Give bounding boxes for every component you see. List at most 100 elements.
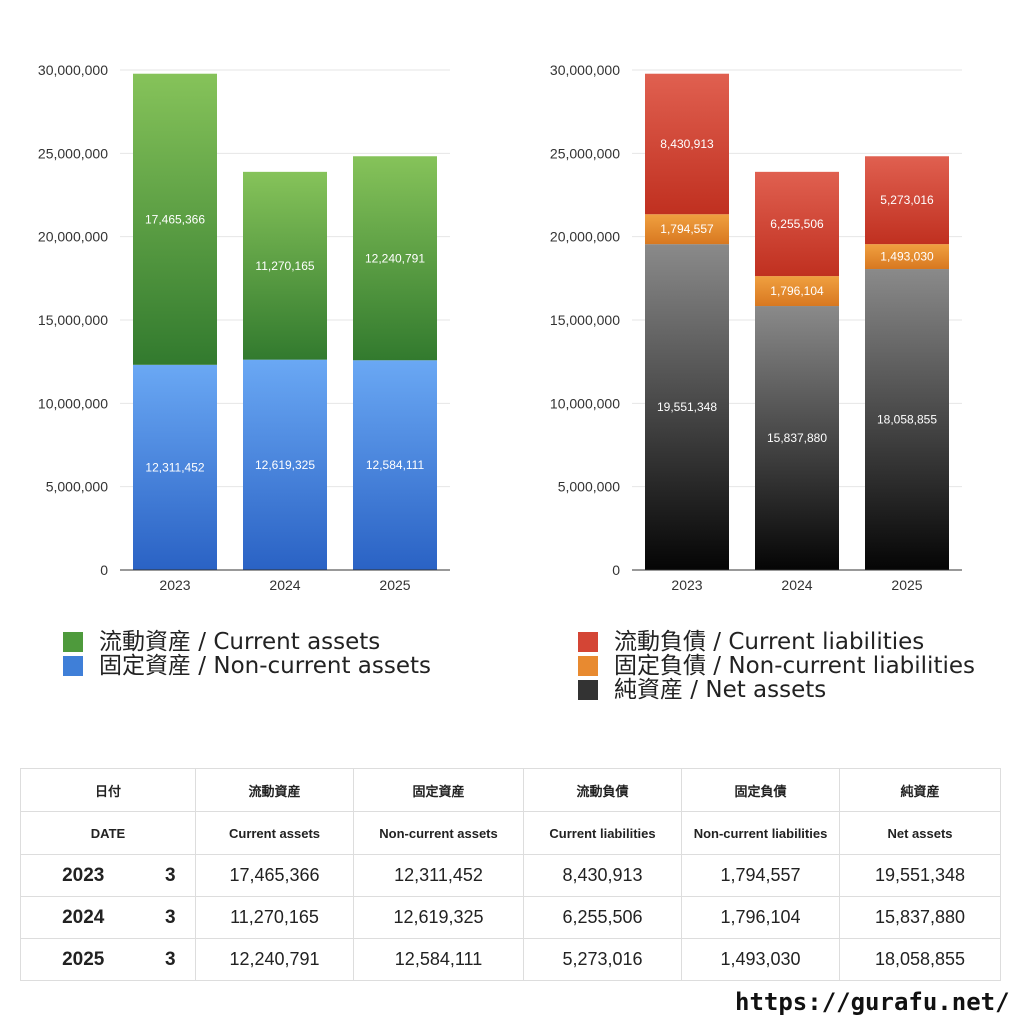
legend-label: 流動資産 / Current assets xyxy=(99,629,381,655)
y-tick-label: 30,000,000 xyxy=(550,62,620,78)
header-cell: Non-current liabilities xyxy=(681,811,841,855)
y-tick-label: 20,000,000 xyxy=(550,229,620,245)
header-date-ja: 日付 xyxy=(19,768,197,812)
header-cell: Non-current assets xyxy=(353,811,525,855)
table-cell: 8,430,913 xyxy=(523,854,683,897)
data-label: 6,255,506 xyxy=(770,217,824,231)
data-label: 18,058,855 xyxy=(877,413,937,427)
legend-swatch xyxy=(63,656,83,676)
data-label: 11,270,165 xyxy=(255,259,314,273)
bar-segment xyxy=(645,214,729,245)
legend-label: 純資産 / Net assets xyxy=(614,677,827,703)
liabilities-chart: 0 5,000,000 10,000,000 15,000,000 20,000,000… xyxy=(550,62,962,593)
row-year: 2023 xyxy=(20,854,146,897)
assets-chart: 0 5,000,000 10,000,000 15,000,000 20,000,000… xyxy=(38,62,450,593)
header-date-en: DATE xyxy=(19,811,197,855)
data-label: 1,794,557 xyxy=(660,222,714,236)
legend-item-current-assets: 流動資産 / Current assets xyxy=(63,630,431,654)
legend-item-non-current-liabilities: 固定負債 / Non-current liabilities xyxy=(578,654,975,678)
legend-swatch xyxy=(578,656,598,676)
table-cell: 18,058,855 xyxy=(839,938,1002,981)
legend-swatch xyxy=(578,680,598,700)
bar-segment xyxy=(645,73,729,215)
y-tick-label: 30,000,000 xyxy=(38,62,108,78)
y-tick-label: 25,000,000 xyxy=(38,145,108,161)
bar-segment xyxy=(865,269,949,570)
header-cell: 流動資産 xyxy=(195,768,355,812)
header-cell: 流動負債 xyxy=(523,768,683,812)
y-tick-label: 15,000,000 xyxy=(550,312,620,328)
table-cell: 12,311,452 xyxy=(353,854,525,897)
data-label: 17,465,366 xyxy=(145,212,205,226)
legend-label: 固定負債 / Non-current liabilities xyxy=(614,653,975,679)
x-tick-label: 2024 xyxy=(269,577,300,593)
table-cell: 1,794,557 xyxy=(681,854,841,897)
bar-segment xyxy=(865,244,949,270)
bar-segment xyxy=(755,276,839,307)
y-tick-label: 5,000,000 xyxy=(558,479,620,495)
data-label: 1,493,030 xyxy=(880,250,934,264)
data-label: 5,273,016 xyxy=(880,193,934,207)
table-header-en: DATE Current assets Non-current assets C… xyxy=(19,811,1002,855)
bar-segment xyxy=(755,171,839,277)
data-label: 8,430,913 xyxy=(660,137,714,151)
assets-legend: 流動資産 / Current assets 固定資産 / Non-current… xyxy=(63,630,431,678)
legend-item-current-liabilities: 流動負債 / Current liabilities xyxy=(578,630,975,654)
y-tick-label: 0 xyxy=(612,562,620,578)
legend-label: 固定資産 / Non-current assets xyxy=(99,653,432,679)
data-label: 12,311,452 xyxy=(145,460,204,474)
row-month: 3 xyxy=(145,854,196,897)
bar-segment xyxy=(133,73,217,365)
table-cell: 6,255,506 xyxy=(523,896,683,939)
bar-segment xyxy=(865,156,949,245)
bar-segment xyxy=(755,306,839,570)
table-cell: 1,493,030 xyxy=(681,938,841,981)
data-label: 19,551,348 xyxy=(657,400,717,414)
table-row: 2024 3 11,270,165 12,619,325 6,255,506 1… xyxy=(20,896,1002,939)
header-cell: Net assets xyxy=(839,811,1002,855)
bar-segment xyxy=(243,359,327,570)
table-cell: 1,796,104 xyxy=(681,896,841,939)
legend-swatch xyxy=(63,632,83,652)
row-year: 2025 xyxy=(20,938,146,981)
legend-label: 流動負債 / Current liabilities xyxy=(614,629,925,655)
bar-segment xyxy=(645,244,729,570)
table-cell: 12,240,791 xyxy=(195,938,355,981)
table-cell: 19,551,348 xyxy=(839,854,1002,897)
table-cell: 12,619,325 xyxy=(353,896,525,939)
bar-segment xyxy=(353,156,437,361)
x-tick-label: 2025 xyxy=(379,577,410,593)
y-tick-label: 15,000,000 xyxy=(38,312,108,328)
data-label: 12,240,791 xyxy=(365,251,425,265)
table-header-ja: 日付 流動資産 固定資産 流動負債 固定負債 純資産 xyxy=(19,768,1002,812)
header-cell: Current liabilities xyxy=(523,811,683,855)
bar-segment xyxy=(243,171,327,360)
legend-swatch xyxy=(578,632,598,652)
y-tick-label: 0 xyxy=(100,562,108,578)
y-tick-label: 5,000,000 xyxy=(46,479,108,495)
table-cell: 5,273,016 xyxy=(523,938,683,981)
x-tick-label: 2024 xyxy=(781,577,812,593)
x-tick-label: 2025 xyxy=(891,577,922,593)
y-tick-label: 10,000,000 xyxy=(550,395,620,411)
legend-item-net-assets: 純資産 / Net assets xyxy=(578,678,975,702)
liabilities-legend: 流動負債 / Current liabilities 固定負債 / Non-cu… xyxy=(578,630,975,702)
row-month: 3 xyxy=(145,938,196,981)
legend-item-non-current-assets: 固定資産 / Non-current assets xyxy=(63,654,431,678)
data-label: 12,619,325 xyxy=(255,458,315,472)
x-tick-label: 2023 xyxy=(159,577,190,593)
table-cell: 17,465,366 xyxy=(195,854,355,897)
data-label: 15,837,880 xyxy=(767,431,827,445)
balance-sheet-table: 日付 流動資産 固定資産 流動負債 固定負債 純資産 DATE Current … xyxy=(19,768,1002,981)
data-label: 12,584,111 xyxy=(366,458,425,472)
table-cell: 11,270,165 xyxy=(195,896,355,939)
y-tick-label: 20,000,000 xyxy=(38,229,108,245)
data-label: 1,796,104 xyxy=(770,284,824,298)
site-url: https://gurafu.net/ xyxy=(735,988,1010,1016)
table-row: 2023 3 17,465,366 12,311,452 8,430,913 1… xyxy=(20,854,1002,897)
row-year: 2024 xyxy=(20,896,146,939)
table-cell: 12,584,111 xyxy=(353,938,525,981)
table-row: 2025 3 12,240,791 12,584,111 5,273,016 1… xyxy=(20,938,1002,981)
bar-segment xyxy=(133,364,217,570)
x-tick-label: 2023 xyxy=(671,577,702,593)
